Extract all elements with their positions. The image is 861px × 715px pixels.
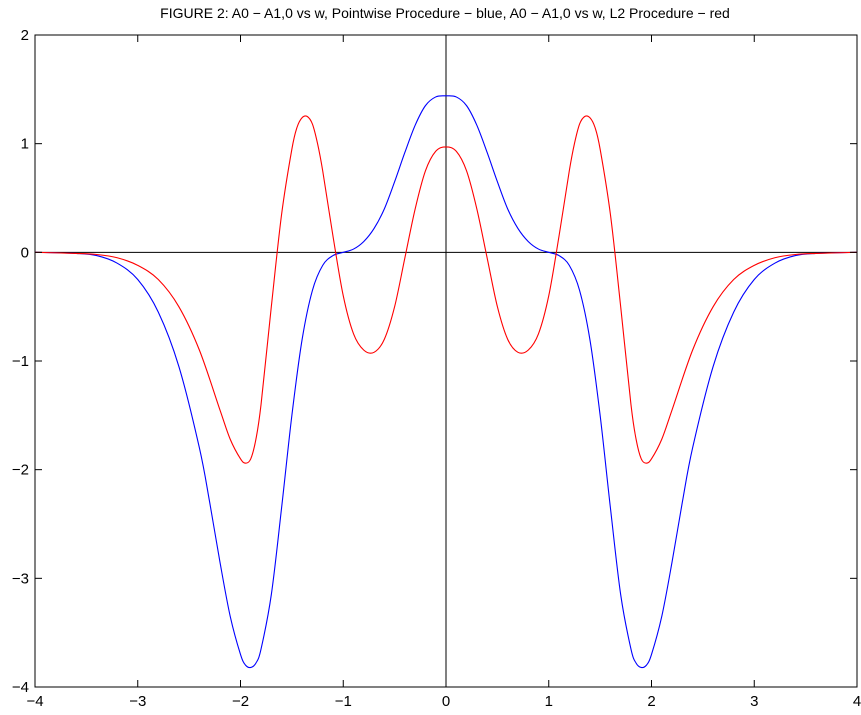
y-tick-label: −4 <box>12 679 29 696</box>
series-group <box>34 95 858 669</box>
x-tick-label: 2 <box>647 693 655 710</box>
x-tick-label: −2 <box>232 693 249 710</box>
chart-title: FIGURE 2: A0 − A1,0 vs w, Pointwise Proc… <box>160 5 730 21</box>
y-tick-label: 2 <box>21 27 29 44</box>
x-tick-label: 4 <box>853 693 861 710</box>
y-axis-ticks: −4 −3 −2 −1 0 1 2 <box>12 27 857 696</box>
y-tick-label: −2 <box>12 462 29 479</box>
x-tick-label: −1 <box>335 693 352 710</box>
x-tick-label: 0 <box>442 693 450 710</box>
x-tick-label: −3 <box>129 693 146 710</box>
x-tick-label: −4 <box>26 693 43 710</box>
y-tick-label: −1 <box>12 353 29 370</box>
y-tick-label: 1 <box>21 136 29 153</box>
series-line-1 <box>34 115 858 464</box>
x-tick-label: 1 <box>545 693 553 710</box>
series-line-0 <box>34 95 858 669</box>
zero-axis-lines <box>35 35 857 687</box>
x-tick-label: 3 <box>750 693 758 710</box>
y-tick-label: −3 <box>12 570 29 587</box>
x-axis-ticks: −4 −3 −2 −1 0 1 2 3 4 <box>26 35 861 710</box>
y-tick-label: 0 <box>21 244 29 261</box>
